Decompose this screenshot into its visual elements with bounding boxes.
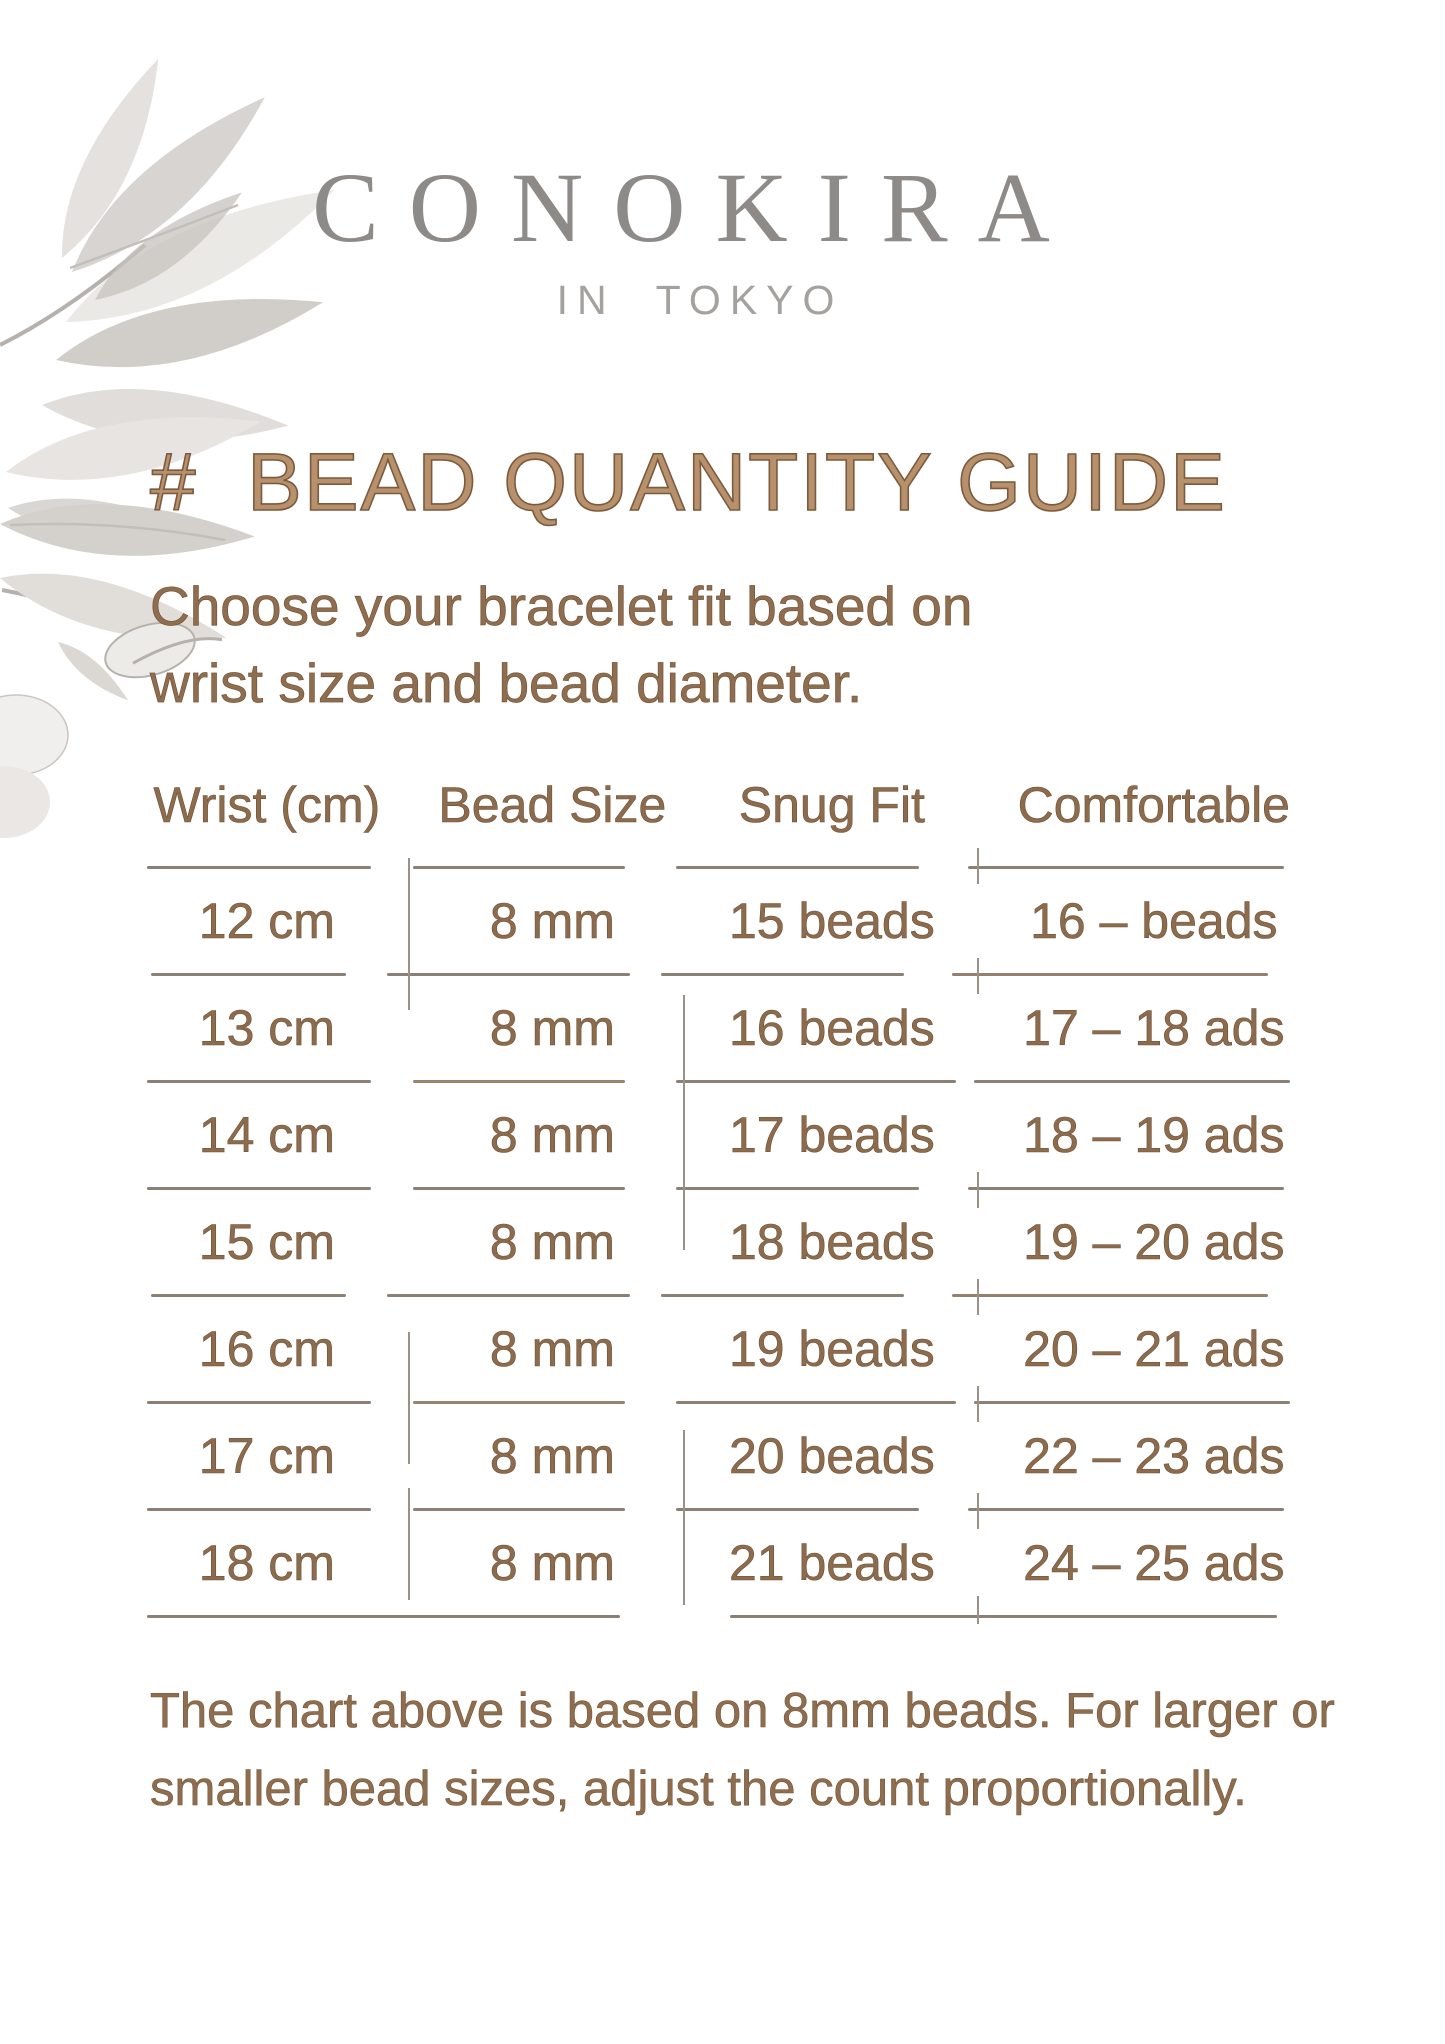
table-rule-line (115, 1187, 1330, 1190)
table-bottom-rule-line (115, 1615, 1330, 1618)
cell-snug-fit: 19 beads (728, 1321, 935, 1378)
brand-location: IN TOKYO (556, 277, 844, 323)
table-grid-tick (408, 858, 410, 1010)
table-grid-tick (977, 1493, 979, 1529)
cell-bead-size: 8 mm (489, 1428, 616, 1485)
table-rule-line (115, 1294, 1330, 1297)
cell-comfortable: 20 – 21 ads (1023, 1321, 1285, 1378)
table-row: 16 cm 8 mm 19 beads 20 – 21 ads (115, 1297, 1330, 1401)
table-rule-line (115, 1508, 1330, 1511)
cell-wrist: 18 cm (198, 1535, 335, 1592)
column-header-comfortable: Comfortable (1017, 777, 1290, 834)
table-row: 17 cm 8 mm 20 beads 22 – 23 ads (115, 1404, 1330, 1508)
table-row: 13 cm 8 mm 16 beads 17 – 18 ads (115, 976, 1330, 1080)
intro-line-2: wrist size and bead diameter. (150, 652, 863, 715)
table-rule-line (115, 866, 1330, 869)
table-grid-tick (977, 1279, 979, 1315)
cell-wrist: 12 cm (198, 893, 335, 950)
table-rule-line (115, 973, 1330, 976)
table-grid-tick (977, 958, 979, 994)
table-row: 15 cm 8 mm 18 beads 19 – 20 ads (115, 1190, 1330, 1294)
cell-comfortable: 18 – 19 ads (1023, 1107, 1285, 1164)
cell-comfortable: 16 – beads (1030, 893, 1278, 950)
intro-text: Choose your bracelet fit based on wrist … (150, 568, 973, 722)
column-header-snug-fit: Snug Fit (738, 777, 925, 834)
cell-bead-size: 8 mm (489, 893, 616, 950)
cell-wrist: 14 cm (198, 1107, 335, 1164)
cell-wrist: 13 cm (198, 1000, 335, 1057)
page-title: # BEAD QUANTITY GUIDE (149, 437, 1227, 528)
table-row: 18 cm 8 mm 21 beads 24 – 25 ads (115, 1511, 1330, 1615)
cell-snug-fit: 18 beads (728, 1214, 935, 1271)
cell-wrist: 16 cm (198, 1321, 335, 1378)
cell-bead-size: 8 mm (489, 1535, 616, 1592)
footnote-line-2: smaller bead sizes, adjust the count pro… (150, 1762, 1247, 1817)
footnote-line-1: The chart above is based on 8mm beads. F… (150, 1684, 1335, 1739)
cell-snug-fit: 15 beads (728, 893, 935, 950)
table-grid-tick (977, 848, 979, 884)
brand-logo: CONOKIRA (312, 152, 1080, 263)
bead-quantity-table: Wrist (cm) Bead Size Snug Fit Comfortabl… (115, 770, 1330, 1630)
column-header-bead-size: Bead Size (438, 777, 667, 834)
table-grid-tick (683, 1430, 685, 1605)
footnote-text: The chart above is based on 8mm beads. F… (150, 1672, 1335, 1828)
table-grid-tick (977, 1386, 979, 1422)
cell-bead-size: 8 mm (489, 1107, 616, 1164)
cell-bead-size: 8 mm (489, 1321, 616, 1378)
cell-wrist: 15 cm (198, 1214, 335, 1271)
table-row: 14 cm 8 mm 17 beads 18 – 19 ads (115, 1083, 1330, 1187)
table-grid-tick (408, 1488, 410, 1600)
cell-bead-size: 8 mm (489, 1214, 616, 1271)
table-grid-tick (408, 1332, 410, 1464)
cell-comfortable: 22 – 23 ads (1023, 1428, 1285, 1485)
table-rule-line (115, 1080, 1330, 1083)
cell-bead-size: 8 mm (489, 1000, 616, 1057)
column-header-wrist: Wrist (cm) (153, 777, 381, 834)
table-grid-tick (977, 1596, 979, 1624)
cell-comfortable: 19 – 20 ads (1023, 1214, 1285, 1271)
cell-snug-fit: 17 beads (728, 1107, 935, 1164)
table-header-row: Wrist (cm) Bead Size Snug Fit Comfortabl… (115, 770, 1330, 866)
cell-wrist: 17 cm (198, 1428, 335, 1485)
cell-comfortable: 24 – 25 ads (1023, 1535, 1285, 1592)
table-grid-tick (683, 995, 685, 1250)
watercolor-leaves-icon (0, 58, 335, 838)
cell-snug-fit: 20 beads (728, 1428, 935, 1485)
intro-line-1: Choose your bracelet fit based on (150, 575, 973, 638)
table-row: 12 cm 8 mm 15 beads 16 – beads (115, 869, 1330, 973)
cell-comfortable: 17 – 18 ads (1023, 1000, 1285, 1057)
cell-snug-fit: 21 beads (728, 1535, 935, 1592)
table-rule-line (115, 1401, 1330, 1404)
table-grid-tick (977, 1172, 979, 1208)
cell-snug-fit: 16 beads (728, 1000, 935, 1057)
